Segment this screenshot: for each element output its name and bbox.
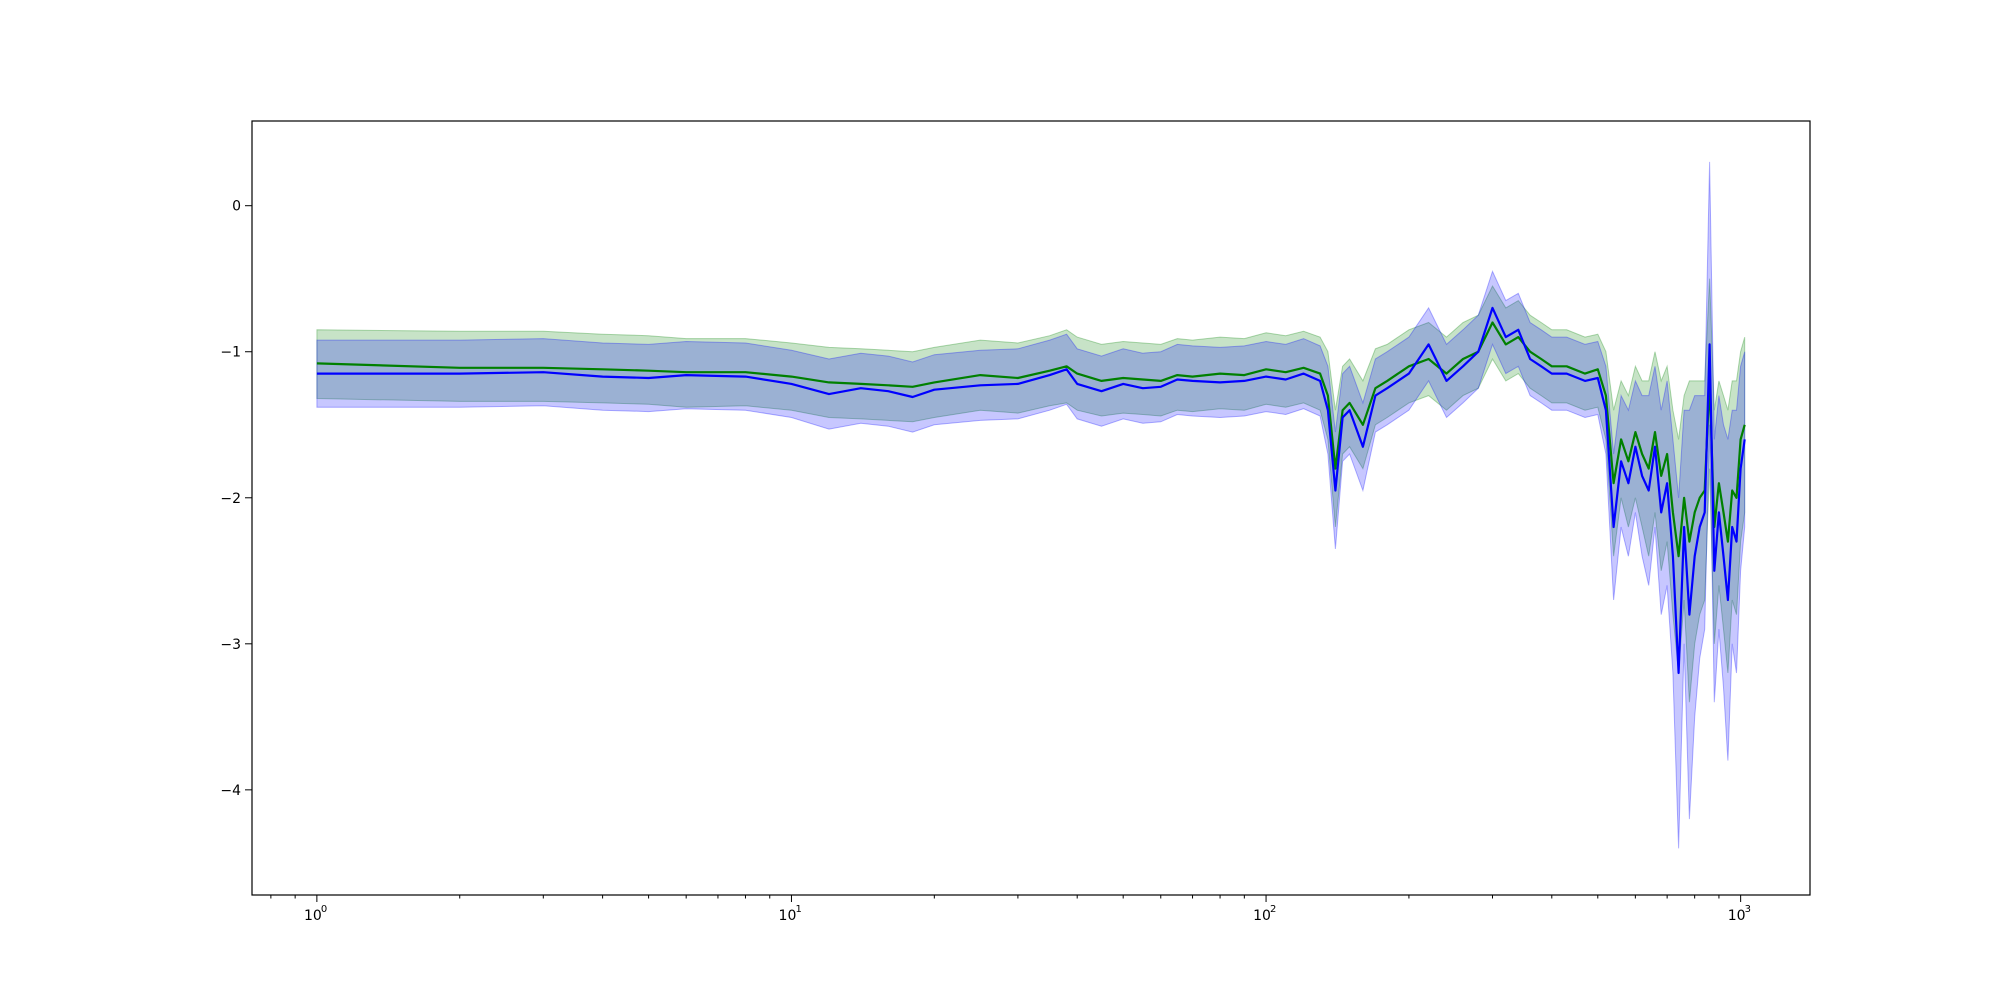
band-series-2 (316, 161, 1746, 849)
x-tick-label: 10 (1728, 908, 1746, 924)
y-tick-label: −2 (220, 491, 241, 507)
x-tick-label: 10 (779, 908, 797, 924)
y-tick-label: −4 (220, 783, 241, 799)
x-tick-label-exponent: 0 (321, 904, 327, 915)
y-tick-label: −1 (220, 345, 241, 361)
x-tick-label: 10 (304, 908, 322, 924)
y-axis: 0 −1 −2 −3 −4 (220, 199, 252, 799)
x-tick-label-exponent: 2 (1270, 904, 1276, 915)
line-series-2 (316, 306, 1746, 675)
x-tick-label-exponent: 1 (795, 904, 801, 915)
band-series-1 (316, 278, 1746, 703)
confidence-bands (316, 161, 1746, 849)
plot-area (252, 121, 1810, 895)
series-lines (316, 306, 1746, 675)
plot-frame (251, 120, 1811, 896)
line-series-1 (316, 321, 1746, 558)
y-tick-label: 0 (232, 199, 241, 215)
x-tick-label: 10 (1253, 908, 1271, 924)
x-axis: 10 0 10 1 10 2 10 3 (270, 895, 1751, 924)
y-tick-label: −3 (220, 637, 241, 653)
x-tick-label-exponent: 3 (1745, 904, 1751, 915)
